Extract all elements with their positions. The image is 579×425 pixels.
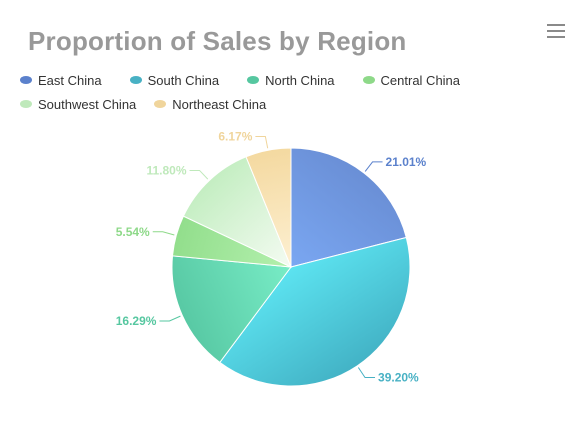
pie-slice-north-china[interactable] <box>171 255 292 364</box>
legend-item-northeast-china[interactable]: Northeast China <box>154 97 266 112</box>
legend-swatch-north-china <box>247 76 260 84</box>
legend-swatch-south-china <box>129 76 142 84</box>
pie-slice-southwest-china[interactable] <box>182 156 292 269</box>
legend-label: South China <box>147 72 220 88</box>
legend-item-southwest-china[interactable]: Southwest China <box>20 97 136 112</box>
legend-item-east-china[interactable]: East China <box>20 73 102 88</box>
data-label-southwest-china: 11.80% <box>146 163 186 177</box>
leader-line-southwest-china <box>189 169 209 180</box>
hamburger-menu-icon[interactable] <box>547 24 565 40</box>
legend-label: Northeast China <box>172 96 267 112</box>
legend-item-south-china[interactable]: South China <box>129 72 220 88</box>
legend-label: East China <box>38 72 102 88</box>
legend-row-1: East China South China North China Centr… <box>20 68 565 92</box>
legend-row-2: Southwest China Northeast China <box>20 92 565 116</box>
legend-swatch-southwest-china <box>20 100 32 108</box>
pie-leader-lines <box>152 135 383 378</box>
legend-swatch-central-china <box>362 76 375 84</box>
chart-title: Proportion of Sales by Region <box>28 26 407 56</box>
pie-slice-east-china[interactable] <box>290 147 407 268</box>
pie-slice-south-china[interactable] <box>219 236 411 387</box>
data-label-central-china: 5.54% <box>116 225 150 239</box>
leader-line-central-china <box>152 231 175 236</box>
legend-item-central-china[interactable]: Central China <box>362 72 461 88</box>
pie-slices <box>171 147 411 387</box>
legend-label: Central China <box>380 72 461 88</box>
data-label-south-china: 39.20% <box>378 370 419 384</box>
pie-slice-northeast-china[interactable] <box>245 147 292 268</box>
data-label-north-china: 16.29% <box>116 314 157 328</box>
leader-line-east-china <box>364 161 383 172</box>
legend-label: North China <box>265 72 335 88</box>
legend-item-north-china[interactable]: North China <box>247 72 335 88</box>
legend-label: Southwest China <box>38 96 137 112</box>
data-label-northeast-china: 6.17% <box>218 129 252 143</box>
data-label-east-china: 21.01% <box>386 155 427 169</box>
leader-line-south-china <box>357 367 376 378</box>
pie-data-labels: 21.01% 39.20% 16.29% 5.54% 11.80% 6.17% <box>116 129 427 384</box>
legend-swatch-east-china <box>20 76 32 84</box>
chart-legend: East China South China North China Centr… <box>20 68 565 116</box>
leader-line-north-china <box>159 315 181 322</box>
legend-swatch-northeast-china <box>154 100 167 108</box>
leader-line-northeast-china <box>255 135 269 149</box>
